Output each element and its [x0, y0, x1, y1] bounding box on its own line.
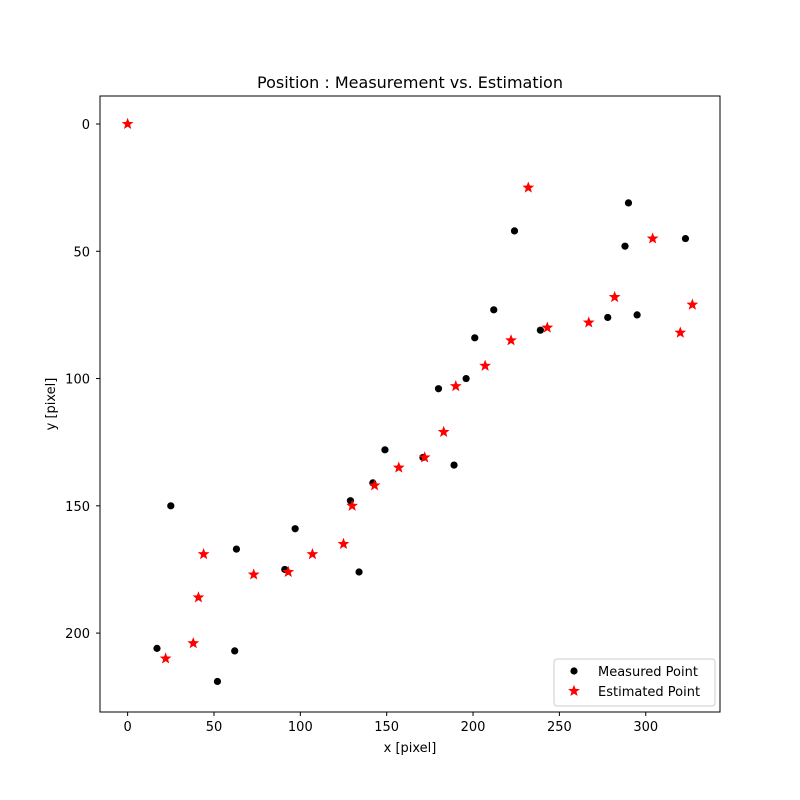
plot-marks — [121, 117, 699, 686]
measured-point — [604, 313, 612, 322]
estimated-point — [582, 316, 595, 328]
x-tick-label: 300 — [633, 720, 658, 735]
estimated-point — [418, 451, 431, 463]
measured-point — [621, 242, 629, 250]
legend-label-measured: Measured Point — [598, 665, 698, 680]
y-tick-label: 100 — [65, 373, 90, 388]
estimated-point — [541, 321, 554, 333]
measured-point — [381, 446, 389, 454]
legend-label-estimated: Estimated Point — [598, 685, 700, 700]
y-tick-label: 150 — [65, 500, 90, 515]
measured-point — [462, 374, 470, 383]
x-tick-label: 150 — [374, 720, 399, 735]
estimated-point — [646, 232, 659, 244]
estimated-point — [368, 479, 381, 491]
measured-point — [355, 568, 363, 576]
estimated-point — [121, 117, 134, 130]
x-axis-label: x [pixel] — [384, 741, 437, 756]
x-tick-label: 100 — [288, 720, 313, 735]
measured-point — [633, 311, 641, 319]
estimated-point — [306, 547, 319, 560]
estimated-point — [522, 181, 535, 193]
y-tick-label: 200 — [65, 627, 90, 642]
measured-point — [434, 385, 443, 393]
estimated-point — [686, 298, 699, 310]
legend-marker-measured — [570, 667, 578, 675]
measured-point — [153, 644, 161, 652]
estimated-point — [449, 379, 462, 392]
measured-point — [681, 234, 690, 243]
measured-point — [213, 677, 222, 686]
estimated-point — [437, 425, 450, 438]
estimated-point — [392, 461, 405, 473]
estimated-point — [346, 499, 359, 511]
estimated-point — [192, 591, 205, 603]
measured-point — [450, 461, 458, 469]
measured-point — [510, 227, 519, 235]
estimated-point — [187, 637, 200, 649]
measured-point — [471, 334, 479, 342]
x-tick-label: 0 — [123, 720, 131, 735]
estimated-point — [479, 359, 492, 371]
legend: Measured Point Estimated Point — [553, 658, 716, 707]
x-tick-label: 250 — [547, 720, 572, 735]
series-measured — [153, 199, 690, 686]
measured-point — [291, 525, 299, 533]
x-tick-label: 50 — [206, 720, 223, 735]
legend-circle-marker — [570, 667, 578, 675]
measured-point — [490, 306, 498, 314]
legend-marker-estimated — [568, 684, 580, 697]
estimated-point — [247, 568, 260, 580]
estimated-point — [674, 326, 687, 338]
measured-point — [624, 199, 633, 207]
estimated-point — [337, 537, 350, 550]
y-axis-label: y [pixel] — [44, 378, 59, 431]
legend-box — [553, 658, 716, 707]
measured-point — [231, 647, 239, 655]
estimated-point — [282, 565, 295, 578]
y-tick-label: 50 — [73, 245, 90, 260]
estimated-point — [505, 334, 517, 346]
estimated-point — [608, 290, 621, 303]
x-tick-label: 200 — [461, 720, 486, 735]
chart-title: Position : Measurement vs. Estimation — [257, 73, 563, 92]
measured-point — [232, 545, 241, 553]
plot-frame — [99, 95, 721, 713]
estimated-point — [197, 547, 210, 560]
measured-point — [536, 326, 544, 334]
series-estimated — [121, 117, 699, 664]
axes: 0 50 100 150 200 250 300 0 50 100 150 200 — [65, 118, 658, 735]
y-tick-label: 0 — [82, 118, 90, 133]
estimated-point — [159, 652, 172, 664]
measured-point — [167, 502, 175, 510]
legend-star-marker — [568, 684, 580, 697]
